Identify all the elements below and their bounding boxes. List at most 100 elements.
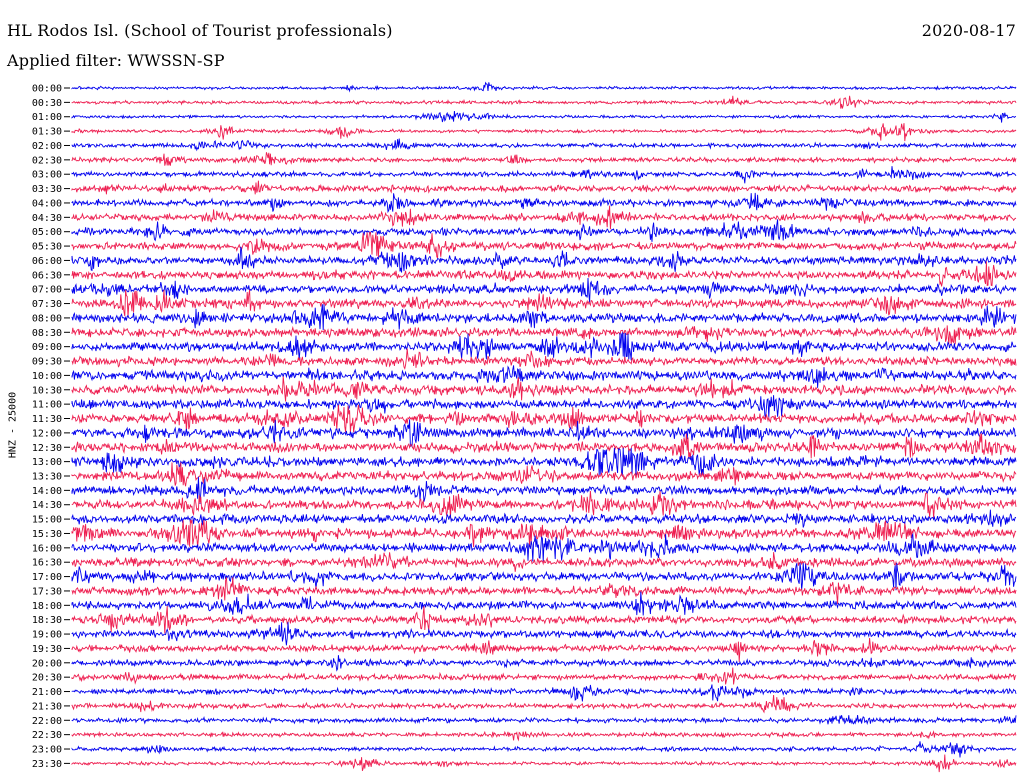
time-tick-label: 22:30 (32, 730, 62, 741)
seismogram-trace (71, 433, 1017, 461)
seismogram-trace (71, 180, 1017, 195)
seismogram-trace (71, 509, 1017, 528)
seismogram-trace (71, 348, 1017, 370)
seismogram-trace (71, 667, 1017, 685)
time-tick-label: 22:00 (32, 716, 62, 727)
seismogram-trace (71, 605, 1017, 634)
seismogram-trace (71, 562, 1017, 591)
seismogram-trace (71, 166, 1017, 184)
time-tick-label: 03:30 (32, 184, 62, 195)
seismogram-trace (71, 219, 1017, 242)
seismogram-trace (71, 205, 1017, 230)
time-tick-label: 14:30 (32, 500, 62, 511)
seismogram-trace (71, 152, 1017, 166)
time-tick-label: 00:00 (32, 84, 62, 95)
seismogram-trace (71, 491, 1017, 519)
seismogram-trace (71, 591, 1017, 616)
seismogram-trace (71, 192, 1017, 214)
seismogram-trace (71, 577, 1017, 605)
seismogram-trace (71, 81, 1017, 93)
seismogram-trace (71, 246, 1017, 273)
seismogram-trace (71, 741, 1017, 758)
seismogram-trace (71, 552, 1017, 572)
time-tick-label: 01:00 (32, 112, 62, 123)
seismogram-trace (71, 289, 1017, 318)
time-tick-label: 06:00 (32, 256, 62, 267)
seismogram-trace (71, 695, 1017, 714)
time-tick-label: 11:30 (32, 414, 62, 425)
time-tick-label: 18:30 (32, 615, 62, 626)
seismogram-trace (71, 278, 1017, 303)
time-tick-label: 17:00 (32, 572, 62, 583)
time-tick-label: 06:30 (32, 270, 62, 281)
time-tick-label: 10:30 (32, 385, 62, 396)
time-tick-label: 11:00 (32, 400, 62, 411)
time-tick-label: 15:30 (32, 529, 62, 540)
time-tick-label: 02:00 (32, 141, 62, 152)
seismogram-trace (71, 261, 1017, 287)
time-tick-label: 20:30 (32, 673, 62, 684)
time-tick-label: 09:30 (32, 357, 62, 368)
seismogram-trace (71, 447, 1017, 476)
seismogram-trace (71, 404, 1017, 433)
time-tick-label: 23:00 (32, 745, 62, 756)
seismogram-trace (71, 684, 1017, 702)
seismogram-trace (71, 637, 1017, 662)
time-tick-label: 18:00 (32, 601, 62, 612)
time-tick-label: 21:00 (32, 687, 62, 698)
time-tick-label: 23:30 (32, 759, 62, 770)
seismogram-trace (71, 231, 1017, 259)
time-tick-label: 14:00 (32, 486, 62, 497)
time-tick-label: 19:00 (32, 630, 62, 641)
seismogram-trace (71, 419, 1017, 449)
seismogram-trace (71, 655, 1017, 672)
seismogram-trace (71, 110, 1017, 123)
time-tick-label: 16:00 (32, 543, 62, 554)
seismogram-trace (71, 376, 1017, 402)
time-tick-label: 19:30 (32, 644, 62, 655)
time-tick-label: 13:30 (32, 471, 62, 482)
seismogram-trace (71, 138, 1017, 152)
filter-label: Applied filter: WWSSN-SP (7, 51, 225, 70)
time-tick-label: 09:00 (32, 342, 62, 353)
seismogram-trace (71, 519, 1017, 548)
time-tick-label: 05:30 (32, 242, 62, 253)
time-tick-label: 05:00 (32, 227, 62, 238)
time-tick-label: 07:30 (32, 299, 62, 310)
time-tick-label: 01:30 (32, 127, 62, 138)
seismogram-trace (71, 462, 1017, 487)
seismogram-trace (71, 621, 1017, 646)
time-tick-label: 02:30 (32, 155, 62, 166)
time-tick-label: 08:30 (32, 328, 62, 339)
time-tick-label: 08:00 (32, 313, 62, 324)
time-tick-label: 20:00 (32, 658, 62, 669)
station-title: HL Rodos Isl. (School of Tourist profess… (7, 21, 393, 40)
time-tick-label: 12:00 (32, 428, 62, 439)
time-tick-label: 16:30 (32, 558, 62, 569)
seismogram-trace (71, 365, 1017, 388)
seismogram-trace (71, 532, 1017, 562)
time-tick-label: 17:30 (32, 586, 62, 597)
time-tick-label: 04:30 (32, 213, 62, 224)
seismogram-trace (71, 714, 1017, 725)
seismogram-trace (71, 730, 1017, 742)
time-tick-label: 10:00 (32, 371, 62, 382)
seismogram-trace (71, 325, 1017, 345)
time-tick-label: 21:30 (32, 701, 62, 712)
seismogram-trace (71, 754, 1017, 773)
time-tick-label: 00:30 (32, 98, 62, 109)
time-tick-label: 15:00 (32, 515, 62, 526)
time-tick-label: 13:00 (32, 457, 62, 468)
time-tick-label: 03:00 (32, 170, 62, 181)
seismogram-trace (71, 95, 1017, 109)
seismogram-trace (71, 304, 1017, 330)
seismogram-trace (71, 476, 1017, 505)
time-tick-label: 12:30 (32, 443, 62, 454)
seismogram-trace (71, 331, 1017, 361)
seismogram-trace (71, 395, 1017, 418)
record-date: 2020-08-17 (921, 21, 1016, 40)
seismogram-trace (71, 123, 1017, 142)
time-tick-label: 04:00 (32, 198, 62, 209)
time-tick-label: 07:00 (32, 285, 62, 296)
